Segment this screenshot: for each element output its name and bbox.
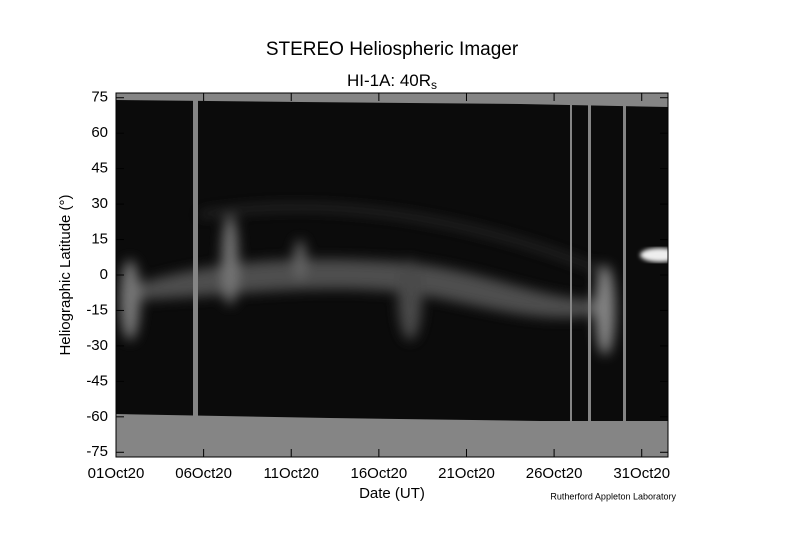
y-tick-label: -60 [86,408,108,425]
y-tick-label: -45 [86,372,108,389]
y-tick-label: -15 [86,301,108,318]
y-tick-label: -30 [86,337,108,354]
x-tick-label: 21Oct20 [438,465,495,482]
x-tick-label: 16Oct20 [350,465,407,482]
y-tick-label: 15 [91,231,108,248]
y-tick-label: -75 [86,443,108,460]
y-tick-label: 30 [91,195,108,212]
heliospheric-image [116,93,668,457]
chart-title: STEREO Heliospheric Imager [266,39,519,60]
x-axis-label: Date (UT) [359,485,425,502]
y-tick-label: 45 [91,160,108,177]
credit: Rutherford Appleton Laboratory [550,491,676,501]
chart-subtitle: HI-1A: 40Rs [347,71,437,92]
x-tick-label: 31Oct20 [613,465,670,482]
x-tick-label: 06Oct20 [175,465,232,482]
y-tick-label: 60 [91,124,108,141]
x-tick-label: 11Oct20 [263,465,319,482]
y-tick-label: 0 [100,266,108,283]
subtitle-text: HI-1A: 40R [347,71,431,90]
x-tick-label: 26Oct20 [526,465,583,482]
y-tick-label: 75 [91,89,108,106]
x-tick-label: 01Oct20 [88,465,145,482]
y-axis-label: Heliographic Latitude (°) [57,194,74,355]
subtitle-subscript: s [431,78,437,92]
